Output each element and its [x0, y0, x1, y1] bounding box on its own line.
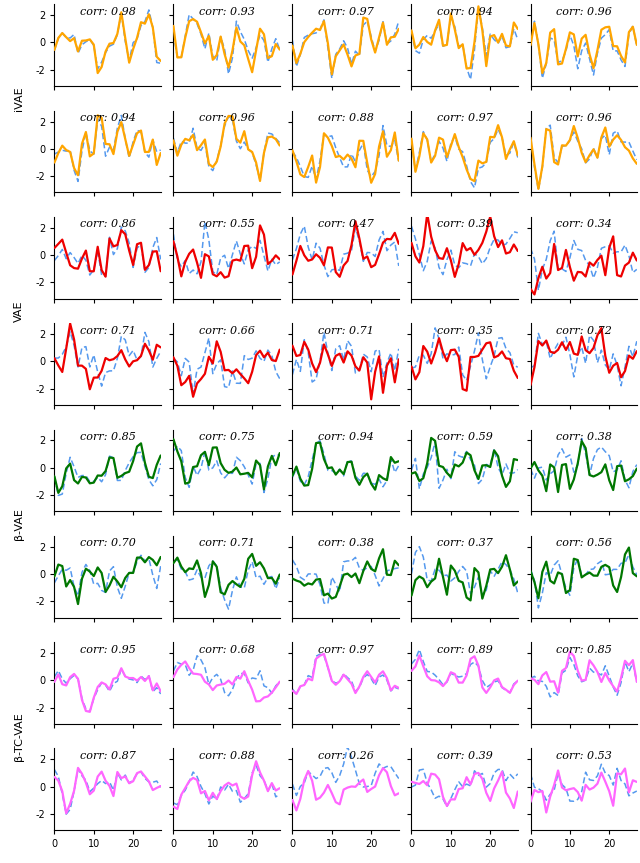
Text: VAE: VAE: [14, 300, 24, 322]
Text: corr: 0.75: corr: 0.75: [198, 432, 255, 442]
Text: corr: 0.96: corr: 0.96: [198, 113, 255, 123]
Text: corr: 0.56: corr: 0.56: [556, 539, 612, 548]
Text: corr: 0.86: corr: 0.86: [79, 219, 136, 230]
Text: corr: 0.88: corr: 0.88: [198, 751, 255, 761]
Text: corr: 0.94: corr: 0.94: [436, 7, 493, 16]
Text: corr: 0.66: corr: 0.66: [198, 325, 255, 336]
Text: β-VAE: β-VAE: [14, 507, 24, 539]
Text: corr: 0.59: corr: 0.59: [436, 432, 493, 442]
Text: corr: 0.97: corr: 0.97: [436, 113, 493, 123]
Text: corr: 0.68: corr: 0.68: [198, 645, 255, 654]
Text: corr: 0.94: corr: 0.94: [317, 432, 374, 442]
Text: corr: 0.38: corr: 0.38: [317, 539, 374, 548]
Text: β-TC-VAE: β-TC-VAE: [14, 712, 24, 760]
Text: corr: 0.71: corr: 0.71: [79, 325, 136, 336]
Text: corr: 0.39: corr: 0.39: [436, 751, 493, 761]
Text: corr: 0.94: corr: 0.94: [79, 113, 136, 123]
Text: corr: 0.96: corr: 0.96: [556, 113, 612, 123]
Text: corr: 0.72: corr: 0.72: [556, 325, 612, 336]
Text: corr: 0.71: corr: 0.71: [198, 539, 255, 548]
Text: corr: 0.71: corr: 0.71: [317, 325, 374, 336]
Text: corr: 0.88: corr: 0.88: [317, 113, 374, 123]
Text: corr: 0.87: corr: 0.87: [79, 751, 136, 761]
Text: iVAE: iVAE: [14, 86, 24, 110]
Text: corr: 0.38: corr: 0.38: [556, 432, 612, 442]
Text: corr: 0.95: corr: 0.95: [79, 645, 136, 654]
Text: corr: 0.34: corr: 0.34: [556, 219, 612, 230]
Text: corr: 0.53: corr: 0.53: [556, 751, 612, 761]
Text: corr: 0.26: corr: 0.26: [317, 751, 374, 761]
Text: corr: 0.98: corr: 0.98: [79, 7, 136, 16]
Text: corr: 0.93: corr: 0.93: [198, 7, 255, 16]
Text: corr: 0.70: corr: 0.70: [79, 539, 136, 548]
Text: corr: 0.97: corr: 0.97: [317, 7, 374, 16]
Text: corr: 0.85: corr: 0.85: [556, 645, 612, 654]
Text: corr: 0.85: corr: 0.85: [79, 432, 136, 442]
Text: corr: 0.39: corr: 0.39: [436, 219, 493, 230]
Text: corr: 0.89: corr: 0.89: [436, 645, 493, 654]
Text: corr: 0.55: corr: 0.55: [198, 219, 255, 230]
Text: corr: 0.96: corr: 0.96: [556, 7, 612, 16]
Text: corr: 0.37: corr: 0.37: [436, 539, 493, 548]
Text: corr: 0.97: corr: 0.97: [317, 645, 374, 654]
Text: corr: 0.47: corr: 0.47: [317, 219, 374, 230]
Text: corr: 0.35: corr: 0.35: [436, 325, 493, 336]
